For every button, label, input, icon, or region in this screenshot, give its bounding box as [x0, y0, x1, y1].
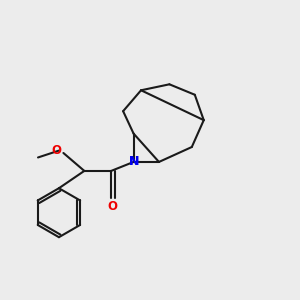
- Text: O: O: [52, 143, 62, 157]
- Text: N: N: [128, 154, 139, 167]
- Text: O: O: [107, 200, 117, 213]
- Text: N: N: [128, 154, 139, 167]
